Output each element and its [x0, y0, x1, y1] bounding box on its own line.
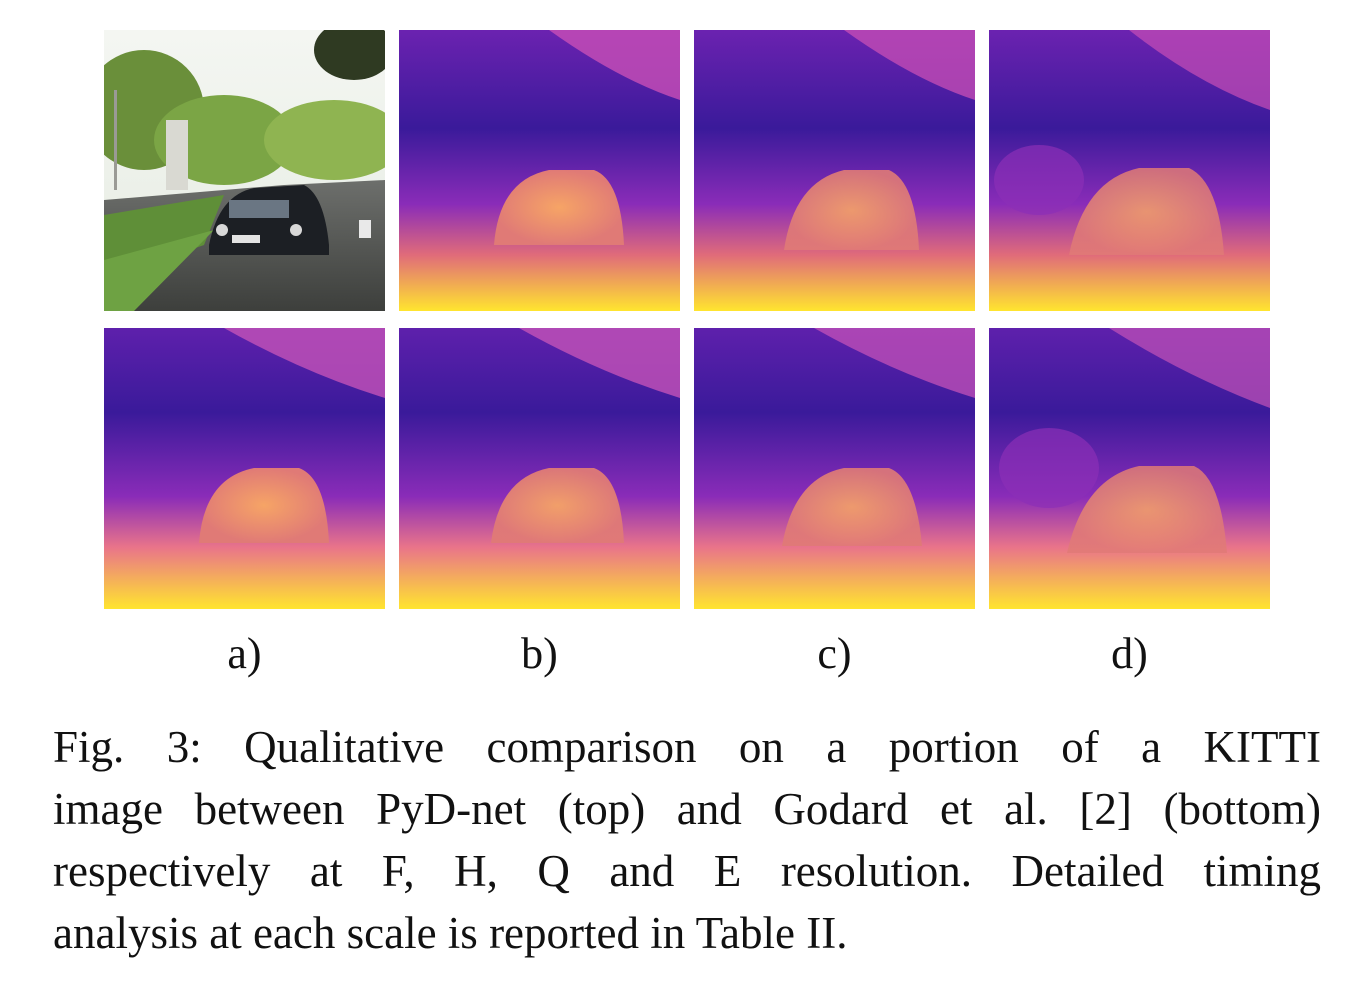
depth-map-bottom-d — [989, 328, 1270, 609]
kitti-street-photo — [104, 30, 385, 311]
caption-line: image between PyD-net (top) and Godard e… — [53, 784, 1321, 834]
rgb-input-image — [104, 30, 385, 311]
column-label-a: a) — [227, 629, 262, 678]
column-label-c: c) — [817, 629, 852, 678]
depth-map-top-b — [399, 30, 680, 311]
caption-line: Fig. 3: Qualitative comparison on a port… — [53, 722, 1321, 772]
depth-map-top-c — [694, 30, 975, 311]
depth-map-top-d — [989, 30, 1270, 311]
column-label-d: d) — [1111, 629, 1148, 678]
depth-map-bottom-a — [104, 328, 385, 609]
caption-line: respectively at F, H, Q and E resolution… — [53, 846, 1321, 896]
figure-caption: Fig. 3: Qualitative comparison on a port… — [53, 716, 1321, 964]
depth-map-bottom-c — [694, 328, 975, 609]
column-label-b: b) — [521, 629, 558, 678]
caption-line: analysis at each scale is reported in Ta… — [53, 908, 848, 958]
depth-map-bottom-b — [399, 328, 680, 609]
